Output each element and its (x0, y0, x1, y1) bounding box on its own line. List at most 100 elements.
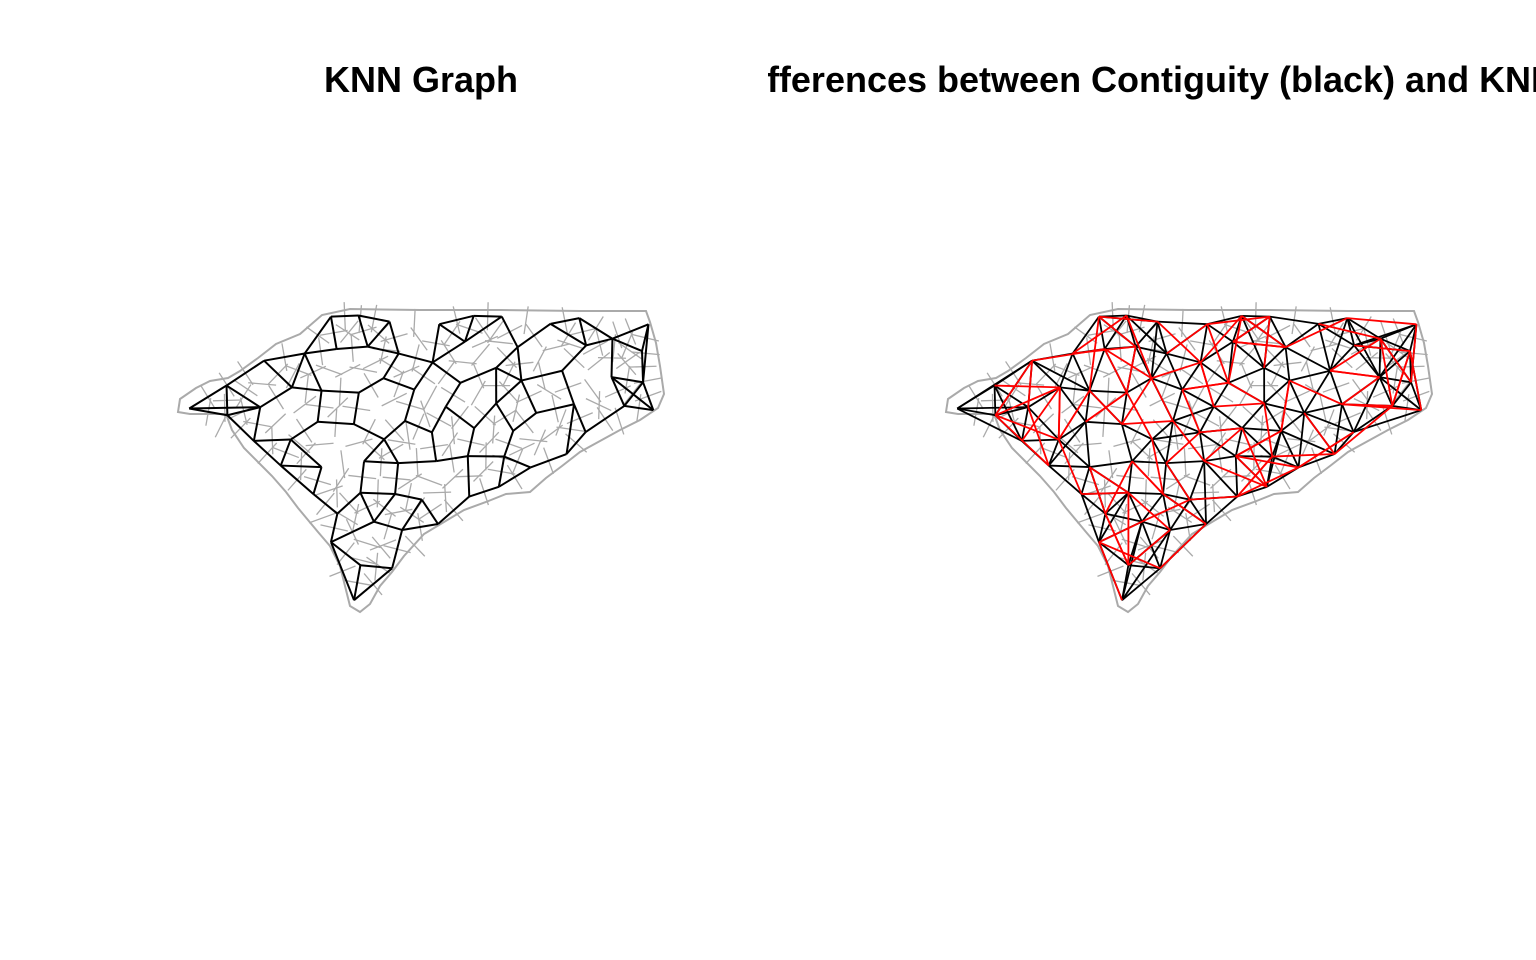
knn-difference-edge (1104, 513, 1130, 566)
knn-difference-edge (1125, 346, 1137, 393)
contiguity-edge (1098, 541, 1129, 566)
knn-edge (503, 455, 531, 469)
knn-difference-edge (1409, 350, 1423, 411)
knn-edge (353, 423, 385, 441)
county-boundary (362, 355, 389, 370)
contiguity-edge (1151, 377, 1183, 391)
knn-difference-edge (1057, 387, 1061, 440)
knn-edge (610, 376, 626, 407)
contiguity-edge (1205, 495, 1238, 525)
contiguity-edge (1206, 323, 1234, 343)
contiguity-edge (1141, 520, 1171, 531)
knn-edge (642, 324, 650, 383)
state-outline (176, 307, 666, 614)
knn-difference-edge (1347, 317, 1417, 326)
contiguity-edge (1199, 406, 1215, 433)
contiguity-edge (957, 407, 996, 417)
contiguity-edge (1071, 316, 1100, 355)
contiguity-edge (1027, 406, 1060, 441)
knn-edge (520, 380, 538, 414)
contiguity-edge (1162, 463, 1168, 495)
knn-difference-edge (1199, 315, 1243, 364)
knn-edge (330, 520, 375, 544)
knn-edge (259, 386, 293, 409)
contiguity-edge (993, 385, 1023, 442)
knn-edge (561, 344, 587, 372)
contiguity-edge (1172, 389, 1184, 422)
contiguity-edge (1232, 341, 1265, 369)
county-boundary (532, 346, 547, 372)
knn-difference-edge (1333, 405, 1393, 455)
county-boundary (315, 364, 343, 376)
knn-difference-edge (1285, 317, 1348, 349)
county-boundary (327, 397, 349, 418)
contiguity-edge (1280, 430, 1300, 468)
knn-edge (394, 463, 400, 495)
knn-edge (391, 529, 404, 569)
contiguity-edge (1213, 405, 1243, 429)
knn-edge (189, 406, 261, 410)
county-boundary (618, 342, 642, 360)
county-boundary (293, 395, 317, 414)
knn-edge (330, 541, 355, 601)
knn-difference-edge (1354, 344, 1411, 352)
knn-edge (401, 523, 439, 531)
contiguity-edge (1172, 420, 1201, 434)
contiguity-edge (1265, 430, 1283, 488)
knn-edge (359, 492, 375, 523)
knn-difference-edge (1189, 495, 1238, 501)
knn-edge (360, 491, 396, 495)
contiguity-edge (1263, 367, 1290, 382)
county-boundary (305, 442, 334, 447)
knn-edge (516, 347, 523, 381)
county-boundary (420, 400, 431, 428)
contiguity-edge (1234, 456, 1239, 497)
knn-edge (353, 567, 393, 601)
knn-edge (438, 323, 466, 343)
contiguity-edge (1058, 438, 1091, 468)
knn-edge (612, 323, 649, 340)
county-boundary (369, 539, 397, 551)
knn-edge (404, 420, 433, 434)
knn-edge (388, 321, 400, 354)
knn-difference-edge (1027, 406, 1050, 466)
knn-edge (439, 314, 474, 326)
contiguity-edge (1162, 493, 1191, 501)
knn-difference-edge (1181, 389, 1201, 433)
knn-edge (413, 361, 434, 391)
contiguity-edge (1263, 346, 1287, 369)
knn-edge (549, 323, 587, 347)
county-boundary (334, 363, 361, 378)
contiguity-edge (1047, 439, 1060, 466)
county-boundary (422, 385, 438, 411)
knn-difference-edge (1213, 402, 1265, 408)
knn-difference-edge (1162, 493, 1207, 525)
contiguity-edge (1103, 315, 1128, 350)
knn-difference-edge (1131, 460, 1164, 495)
knn-difference-edge (1027, 360, 1034, 408)
knn-difference-edge (1379, 338, 1412, 383)
contiguity-edge (1150, 353, 1168, 379)
knn-difference-edge (1151, 439, 1164, 495)
knn-difference-edge (1072, 314, 1128, 355)
county-boundary (617, 353, 637, 376)
knn-difference-edge (1235, 455, 1268, 488)
knn-edge (358, 314, 390, 323)
county-boundary (523, 306, 529, 335)
contiguity-edge (1104, 492, 1130, 515)
knn-edge (280, 464, 315, 495)
contiguity-edge (1234, 427, 1244, 457)
county-boundary (542, 343, 571, 352)
knn-difference-edge (1199, 427, 1243, 434)
contiguity-edge (1284, 347, 1291, 381)
contiguity-edge (1379, 376, 1412, 384)
contiguity-edge (1280, 412, 1305, 432)
contiguity-edge (1285, 323, 1319, 348)
knn-edge (495, 379, 523, 405)
county-boundary (584, 378, 602, 403)
knn-edge (336, 492, 362, 515)
knn-difference-edge (1085, 391, 1128, 423)
contiguity-edge (1341, 403, 1355, 433)
county-boundary (352, 503, 360, 532)
knn-difference-edge (1391, 350, 1411, 407)
